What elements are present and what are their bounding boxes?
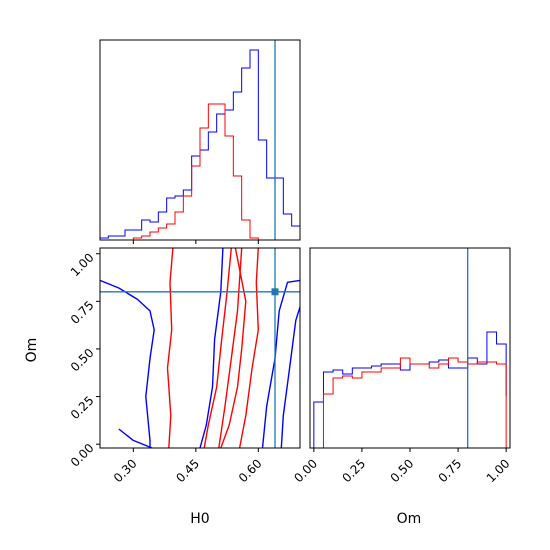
om-panel-frame — [309, 247, 511, 449]
h0-panel-frame — [99, 39, 301, 241]
om-y-tick-label-4: 1.00 — [68, 250, 97, 279]
joint-contour-5 — [100, 279, 155, 448]
om-y-tick-label-0: 0.00 — [68, 441, 97, 470]
om-histogram-series-0 — [313, 331, 507, 448]
h0-om-contour-panel: 0.30 0.45 0.60 0.00 0.25 0.50 0.75 1.00 — [68, 247, 301, 485]
om-x-tick-label-0: 0.00 — [291, 456, 320, 485]
joint-contour-6 — [118, 428, 153, 448]
joint-contour-1 — [218, 248, 243, 448]
om-x-tick-label-3: 0.75 — [436, 456, 465, 485]
joint-contour-7 — [199, 248, 224, 448]
h0-x-tick-label-0: 0.30 — [111, 456, 140, 485]
joint-contour-8 — [261, 279, 300, 448]
y-axis-label-om: Om — [24, 338, 40, 363]
joint-truth-marker — [271, 288, 279, 296]
x-axis-label-h0: H0 — [190, 511, 209, 527]
om-y-tick-label-2: 0.50 — [68, 346, 97, 375]
joint-contour-4 — [238, 248, 259, 448]
om-histogram-series-1 — [313, 357, 507, 449]
h0-x-tick-label-1: 0.45 — [173, 456, 202, 485]
h0-marginal-histogram — [99, 39, 301, 244]
om-x-tick-label-2: 0.50 — [388, 456, 417, 485]
joint-panel-frame — [99, 247, 301, 449]
x-axis-label-om: Om — [397, 511, 422, 527]
joint-contour-9 — [280, 306, 300, 448]
om-marginal-histogram: 0.00 0.25 0.50 0.75 1.00 — [291, 247, 513, 485]
om-x-tick-label-4: 1.00 — [484, 456, 513, 485]
joint-contour-2 — [203, 248, 232, 448]
om-y-tick-label-1: 0.25 — [68, 393, 97, 422]
om-y-tick-label-3: 0.75 — [68, 298, 97, 327]
h0-histogram-series-1 — [100, 103, 300, 241]
h0-x-tick-label-2: 0.60 — [236, 456, 265, 485]
joint-contour-0 — [166, 248, 174, 448]
joint-contour-group — [100, 248, 300, 448]
om-x-tick-label-1: 0.25 — [339, 456, 368, 485]
